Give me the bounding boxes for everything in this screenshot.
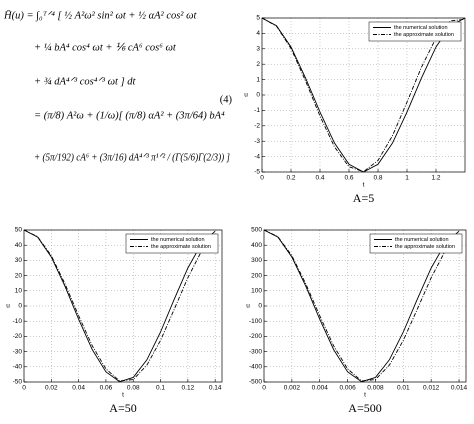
x-tick-label: 0.006	[339, 385, 356, 392]
chart-caption: A=5	[353, 191, 374, 205]
axes-frame	[23, 229, 223, 383]
x-tick-label: 1.2	[431, 175, 440, 182]
x-tick-label: 0.1	[156, 385, 165, 392]
x-tick-label: 0.4	[315, 175, 324, 182]
y-tick-label: 2	[256, 61, 260, 68]
y-tick-label: 0	[256, 92, 260, 99]
y-tick-label: -400	[249, 364, 262, 371]
legend-label: the numerical solution	[394, 25, 448, 31]
y-tick-label: -500	[249, 379, 262, 386]
y-tick-label: 3	[256, 46, 260, 53]
x-tick-label: 0.06	[100, 385, 113, 392]
y-axis-label: u	[246, 303, 250, 310]
y-tick-label: 100	[251, 288, 262, 295]
y-tick-label: 0	[258, 303, 262, 310]
y-tick-label: -2	[254, 123, 260, 130]
chart-caption: A=50	[109, 401, 136, 415]
legend-box	[125, 233, 219, 254]
y-tick-label: -3	[254, 138, 260, 145]
chart-caption: A=500	[348, 401, 381, 415]
y-tick-label: 300	[251, 257, 262, 264]
y-tick-label: -4	[254, 153, 260, 160]
y-tick-label: 500	[251, 227, 262, 234]
x-tick-label: 0.012	[423, 385, 440, 392]
legend-label: the approximate solution	[394, 32, 454, 38]
data-line	[23, 229, 216, 383]
y-tick-label: 400	[251, 242, 262, 249]
data-line	[261, 17, 466, 173]
legend-label: the numerical solution	[395, 237, 449, 243]
y-tick-label: 30	[15, 257, 23, 264]
x-tick-label: 0.6	[344, 175, 353, 182]
x-tick-label: 0.008	[367, 385, 384, 392]
x-tick-label: 0.01	[397, 385, 410, 392]
x-tick-label: 0	[262, 385, 266, 392]
y-tick-label: 1	[256, 76, 260, 83]
y-tick-label: 10	[15, 288, 23, 295]
y-tick-label: 4	[256, 30, 260, 37]
legend-label: the approximate solution	[395, 244, 455, 250]
y-axis-label: u	[6, 303, 10, 310]
x-tick-label: 0.14	[209, 385, 222, 392]
x-tick-label: 0	[260, 175, 264, 182]
x-tick-label: 0.08	[127, 385, 140, 392]
x-tick-label: 0.014	[451, 385, 468, 392]
y-tick-label: -5	[254, 169, 260, 176]
data-line	[261, 17, 466, 173]
y-tick-label: -40	[13, 364, 23, 371]
x-tick-label: 0.8	[373, 175, 382, 182]
y-tick-label: -100	[249, 318, 262, 325]
x-tick-label: 0.004	[312, 385, 329, 392]
x-tick-label: 0.002	[284, 385, 301, 392]
y-tick-label: 200	[251, 272, 262, 279]
data-line	[263, 229, 460, 382]
x-tick-label: 0.04	[72, 385, 85, 392]
x-axis-label: t	[364, 392, 366, 399]
equation-line: H̄(u) = ∫₀ᵀᐟ⁴ [ ½ A²ω² sin² ωt + ½ αA² c…	[3, 10, 197, 22]
equation-number: (4)	[220, 94, 233, 105]
equation-line: + ¾ dA⁴ᐟ³ cos⁴ᐟ³ ωt ] dt	[34, 76, 137, 87]
x-axis-label: t	[122, 392, 124, 399]
x-tick-label: 0	[22, 385, 26, 392]
y-tick-label: -10	[13, 318, 23, 325]
y-tick-label: 0	[18, 303, 22, 310]
x-axis-label: t	[363, 182, 365, 189]
y-tick-label: -1	[254, 107, 260, 114]
legend-label: the numerical solution	[151, 237, 205, 243]
legend-box	[368, 21, 462, 42]
y-tick-label: 5	[256, 15, 260, 22]
y-tick-label: -30	[13, 348, 23, 355]
data-line	[23, 229, 216, 382]
y-tick-label: 40	[15, 242, 23, 249]
x-tick-label: 0.2	[286, 175, 295, 182]
y-tick-label: -50	[13, 379, 23, 386]
equation-line: + (5π/192) cA⁶ + (3π/16) dA⁴ᐟ³ π¹ᐟ² / (Γ…	[34, 152, 230, 163]
axes-frame	[263, 229, 467, 383]
equation-line: + ¼ bA⁴ cos⁴ ωt + ⅙ cA⁶ cos⁶ ωt	[34, 42, 177, 53]
equation-line: = (π/8) A²ω + (1/ω)[ (π/8) αA² + (3π/64)…	[34, 110, 225, 121]
y-tick-label: -200	[249, 333, 262, 340]
y-tick-label: -300	[249, 348, 262, 355]
x-tick-label: 0.12	[182, 385, 195, 392]
x-tick-label: 1	[405, 175, 409, 182]
y-axis-label: u	[244, 92, 248, 99]
y-tick-label: 50	[15, 227, 23, 234]
legend-label: the approximate solution	[151, 244, 211, 250]
x-tick-label: 0.02	[45, 385, 58, 392]
legend-box	[369, 233, 463, 254]
y-tick-label: 20	[15, 272, 23, 279]
y-tick-label: -20	[13, 333, 23, 340]
data-line	[263, 229, 460, 383]
